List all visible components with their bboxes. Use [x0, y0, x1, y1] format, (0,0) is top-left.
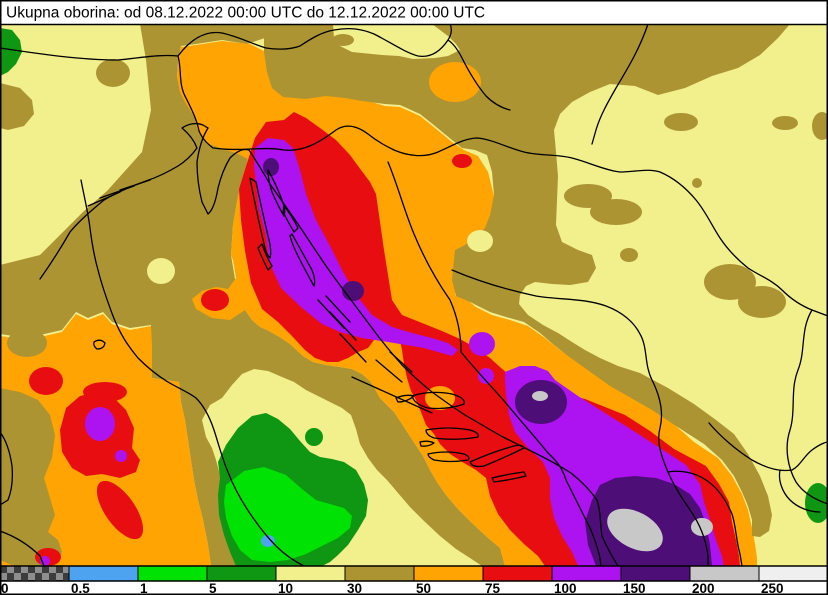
svg-text:30: 30 — [347, 581, 362, 595]
svg-text:250: 250 — [761, 581, 784, 595]
svg-text:Ukupna oborina: od 08.12.2022: Ukupna oborina: od 08.12.2022 00:00 UTC … — [6, 5, 485, 22]
svg-text:200: 200 — [692, 581, 715, 595]
svg-text:75: 75 — [485, 581, 501, 595]
svg-text:150: 150 — [623, 581, 646, 595]
svg-text:100: 100 — [554, 581, 577, 595]
svg-text:1: 1 — [140, 581, 148, 595]
svg-text:0.5: 0.5 — [71, 581, 90, 595]
svg-text:5: 5 — [209, 581, 217, 595]
svg-text:10: 10 — [278, 581, 293, 595]
svg-text:0: 0 — [1, 581, 9, 595]
svg-text:50: 50 — [416, 581, 431, 595]
